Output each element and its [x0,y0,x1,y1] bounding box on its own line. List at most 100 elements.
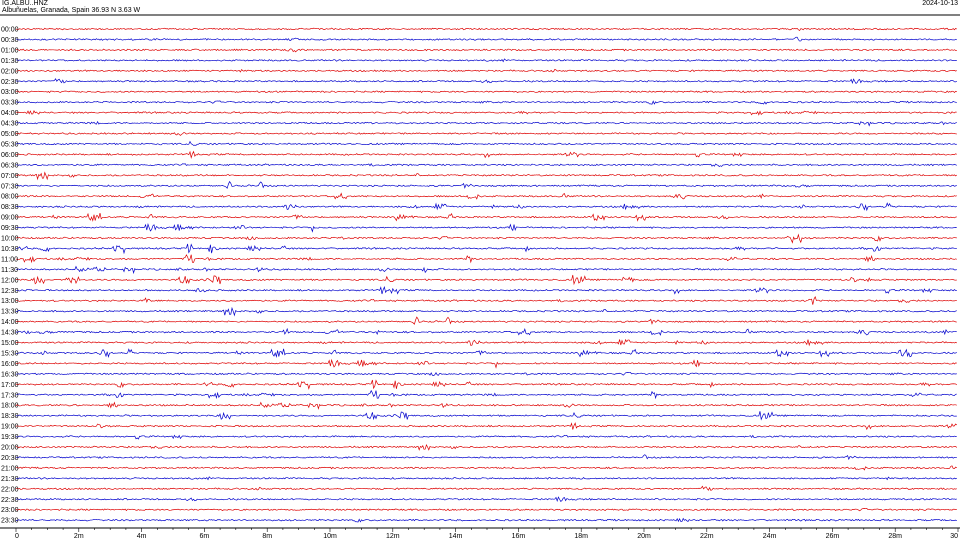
row-time-label: 23:30 [1,518,19,525]
row-time-label: 15:00 [1,340,19,347]
x-tick-label: 24m [763,533,777,540]
row-time-label: 08:00 [1,194,19,201]
x-tick-label: 26m [826,533,840,540]
trace-row-0830 [15,202,957,212]
trace-row-0030 [15,36,957,42]
row-time-label: 15:30 [1,350,19,357]
row-time-label: 07:00 [1,173,19,180]
x-tick-label: 22m [700,533,714,540]
row-time-label: 11:30 [1,267,18,274]
row-time-label: 19:30 [1,434,19,441]
trace-row-2100 [15,465,957,471]
trace-row-0000 [15,27,957,32]
row-time-label: 12:30 [1,288,19,295]
row-time-label: 08:30 [1,204,19,211]
trace-row-0730 [15,180,957,189]
trace-row-0900 [15,212,957,222]
x-tick-label: 10m [323,533,337,540]
row-time-label: 05:30 [1,141,19,148]
trace-row-1300 [15,295,957,305]
trace-row-0930 [15,223,957,233]
row-time-label: 06:30 [1,162,19,169]
row-time-label: 21:00 [1,465,19,472]
trace-row-2200 [15,485,957,491]
x-tick-label: 28m [888,533,902,540]
row-time-label: 03:30 [1,100,19,107]
row-time-label: 22:30 [1,497,19,504]
trace-row-1930 [15,434,957,440]
trace-row-0700 [15,171,958,181]
row-time-label: 14:00 [1,319,19,326]
trace-row-1500 [15,338,957,347]
trace-row-1100 [15,254,957,264]
trace-row-0500 [15,131,957,136]
station-location: Albuñuelas, Granada, Spain 36.93 N 3.63 … [2,7,141,14]
plot-date: 2024-10-13 [922,0,958,7]
trace-row-1330 [15,306,957,317]
row-time-label: 16:00 [1,361,19,368]
trace-row-0630 [15,163,957,167]
trace-row-1600 [15,358,957,369]
row-time-label: 16:30 [1,371,19,378]
row-time-label: 14:30 [1,330,19,337]
trace-row-1630 [15,372,957,376]
trace-row-0600 [15,150,957,160]
trace-row-1900 [15,422,958,431]
x-tick-label: 18m [574,533,588,540]
row-time-label: 19:00 [1,424,19,431]
trace-row-1800 [15,401,957,410]
x-tick-label: 6m [200,533,210,540]
row-time-label: 21:30 [1,476,19,483]
x-tick-label: 12m [386,533,400,540]
trace-row-2330 [15,517,957,523]
row-time-label: 18:00 [1,403,19,410]
row-time-label: 22:00 [1,486,19,493]
trace-row-1230 [15,285,957,295]
x-tick-label: 20m [637,533,651,540]
row-time-label: 10:30 [1,246,19,253]
x-tick-label: 0 [15,533,19,540]
x-tick-label: 30 [950,533,958,540]
trace-row-1200 [15,274,957,286]
row-time-label: 04:30 [1,121,19,128]
trace-row-0130 [15,58,957,63]
row-time-label: 03:00 [1,89,19,96]
trace-row-1430 [15,327,957,336]
row-time-label: 13:00 [1,298,19,305]
trace-row-0230 [15,78,957,85]
trace-row-1830 [15,411,957,421]
x-tick-label: 16m [512,533,526,540]
row-time-label: 01:30 [1,58,19,65]
trace-row-1730 [15,389,957,400]
row-time-label: 20:00 [1,445,19,452]
row-time-label: 00:30 [1,37,19,44]
trace-row-1530 [15,348,957,358]
trace-row-0200 [15,68,957,73]
trace-row-0330 [15,100,957,105]
row-time-label: 11:00 [1,256,18,263]
row-time-label: 05:00 [1,131,19,138]
trace-row-1130 [15,265,957,275]
trace-row-1000 [15,233,957,244]
trace-row-2000 [15,444,958,451]
row-time-label: 23:00 [1,507,19,514]
row-time-label: 13:30 [1,309,19,316]
x-tick-label: 4m [137,533,147,540]
trace-row-0800 [15,192,957,200]
trace-row-0530 [15,140,957,146]
trace-row-2030 [15,454,957,461]
trace-row-2300 [15,508,957,512]
trace-row-2130 [15,476,957,481]
row-time-label: 17:30 [1,392,19,399]
row-time-label: 06:00 [1,152,19,159]
row-time-label: 02:00 [1,68,19,75]
trace-row-0400 [15,110,957,116]
row-time-label: 07:30 [1,183,19,190]
trace-row-0430 [15,120,957,127]
station-code: IG.ALBU..HNZ [2,0,48,7]
row-time-label: 01:00 [1,47,19,54]
trace-row-1030 [15,243,957,255]
row-time-label: 10:00 [1,236,19,243]
row-time-label: 17:00 [1,382,19,389]
